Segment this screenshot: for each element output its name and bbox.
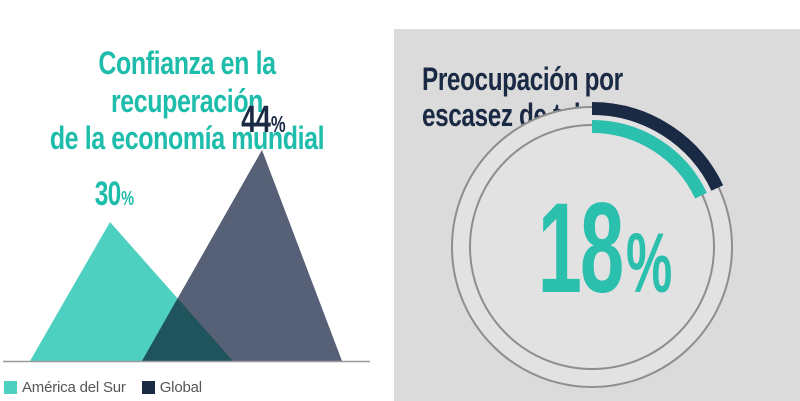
inner-track-circle bbox=[469, 124, 715, 370]
global-percent-sign: % bbox=[270, 111, 286, 137]
confidence-chart: Confianza en la recuperación de la econo… bbox=[0, 0, 394, 401]
global-value: 44 bbox=[241, 99, 271, 141]
ring-tracks bbox=[451, 106, 733, 388]
talent-shortage-panel: Preocupación por escasez de talento 18 % bbox=[394, 29, 800, 401]
left-title-line2: de la economía mundial bbox=[49, 119, 325, 156]
talent-shortage-percent-sign: % bbox=[625, 216, 673, 310]
triangle-chart-graphic bbox=[3, 150, 370, 363]
left-title-line1: Confianza en la recuperación bbox=[98, 45, 276, 119]
talent-shortage-value-label: 18 % bbox=[538, 185, 673, 313]
legend-item-south-america: América del Sur bbox=[4, 379, 126, 396]
navy-progress-arc bbox=[591, 102, 724, 191]
right-title-line1: Preocupación por bbox=[422, 60, 623, 97]
donut-gauge-graphic bbox=[451, 102, 733, 388]
ring-inner-disk bbox=[451, 106, 733, 388]
legend-label-south-america: América del Sur bbox=[22, 379, 126, 396]
south-america-swatch bbox=[4, 381, 17, 394]
triangle-overlap bbox=[142, 298, 233, 361]
global-value-label: 44 % bbox=[241, 101, 285, 139]
outer-track-circle bbox=[451, 106, 733, 388]
south-america-percent-sign: % bbox=[121, 188, 134, 210]
talent-shortage-value: 18 bbox=[537, 177, 624, 320]
legend-label-global: Global bbox=[159, 379, 202, 396]
global-swatch bbox=[141, 381, 155, 394]
triangle-global bbox=[142, 150, 342, 361]
south-america-value-label: 30 % bbox=[95, 177, 134, 211]
south-america-value: 30 bbox=[94, 175, 122, 213]
legend: América del Sur Global bbox=[4, 379, 202, 396]
left-chart-title: Confianza en la recuperación de la econo… bbox=[41, 45, 333, 156]
teal-progress-arc bbox=[591, 120, 707, 199]
legend-item-global: Global bbox=[141, 379, 202, 396]
